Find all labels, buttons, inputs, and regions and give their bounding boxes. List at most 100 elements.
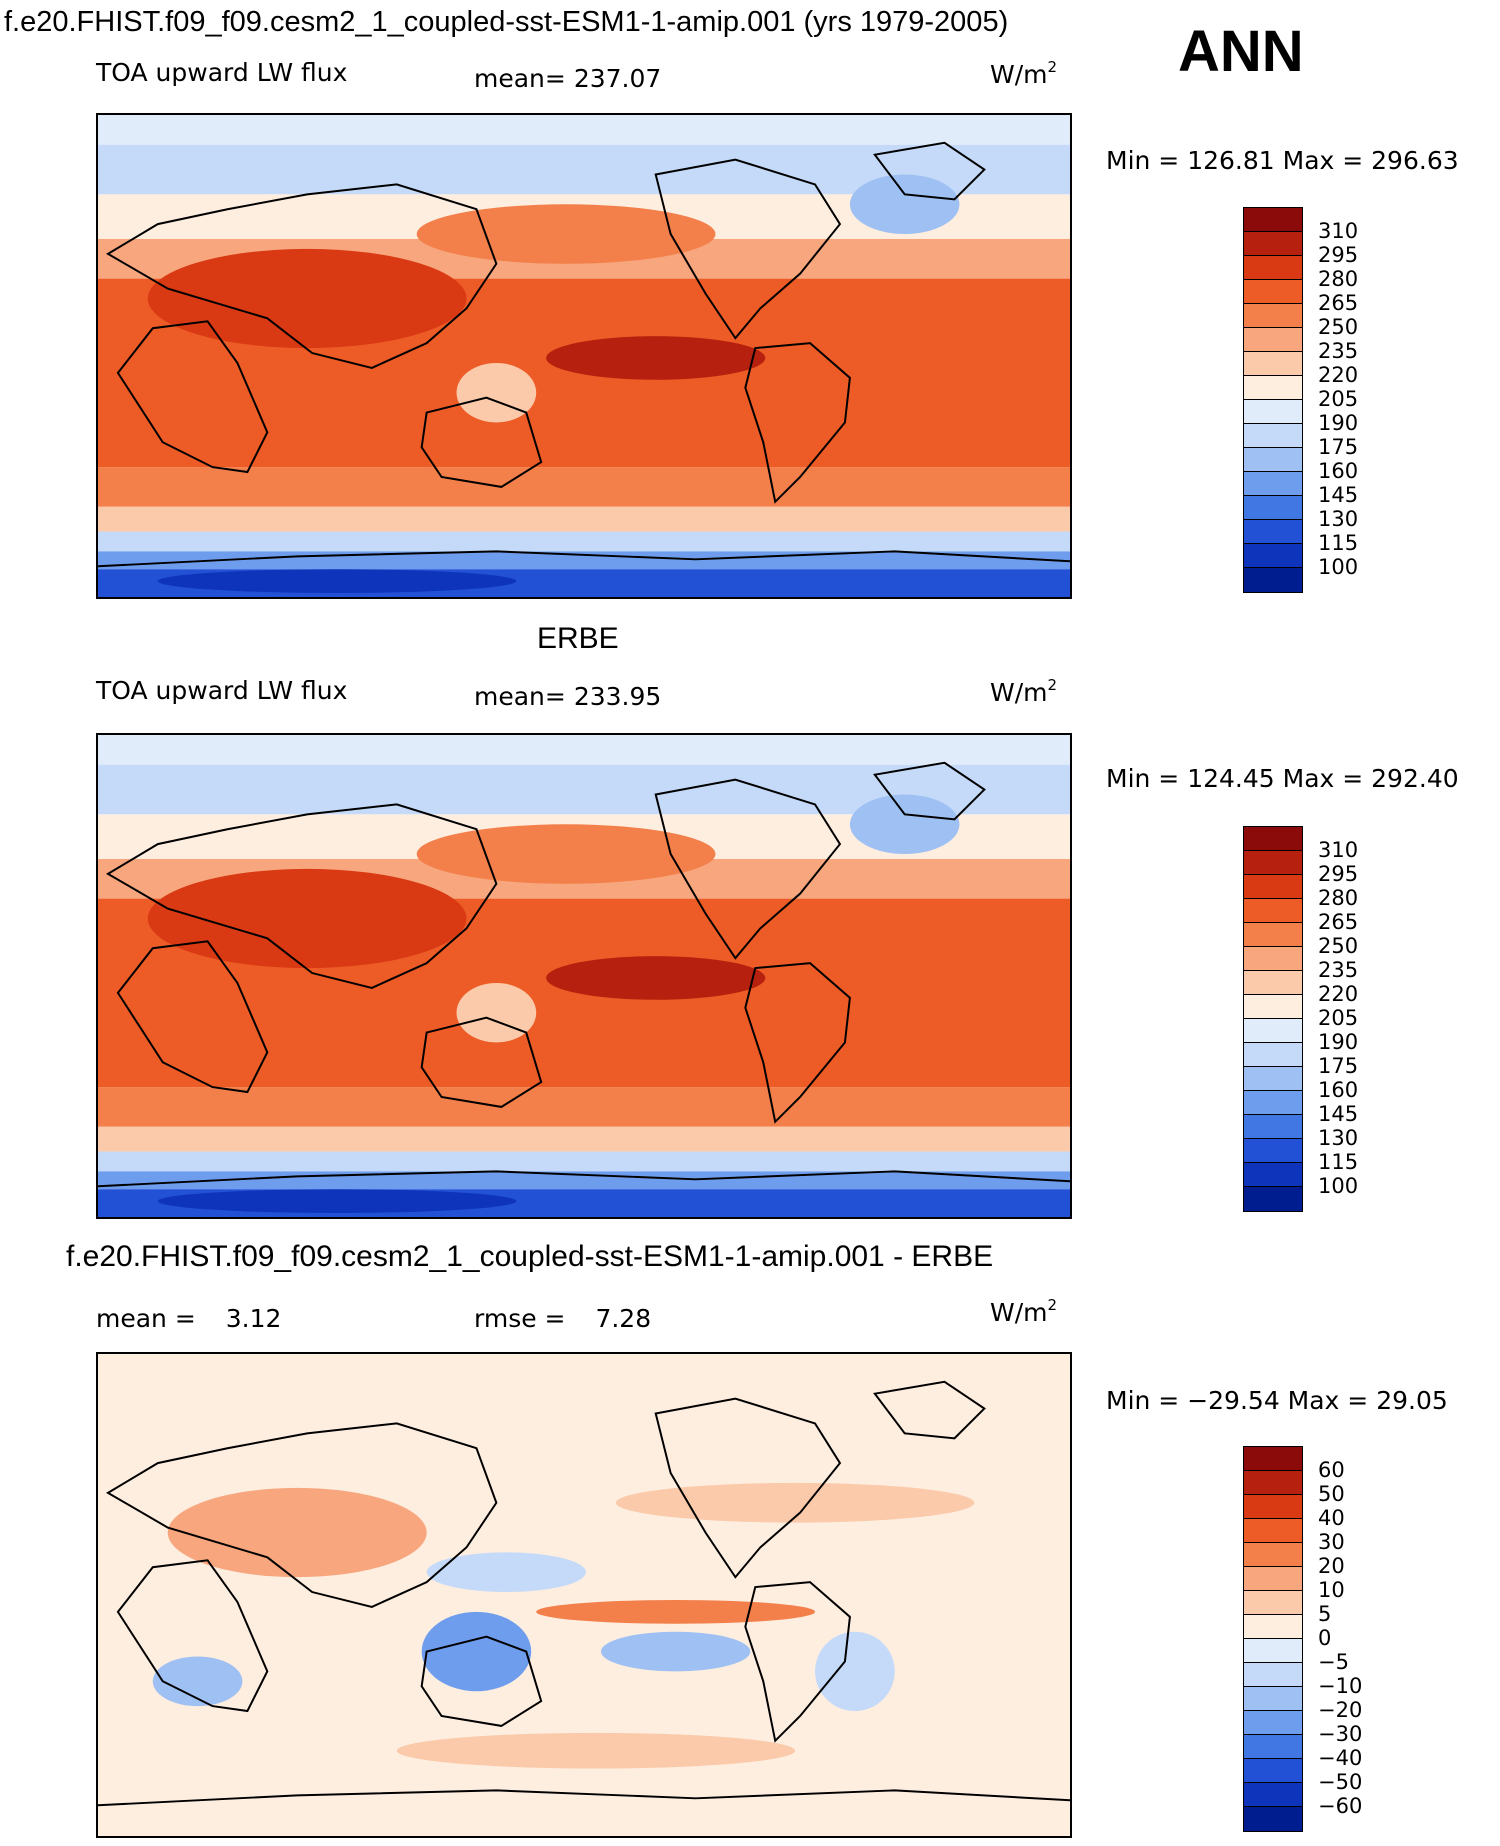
colorbar-tick-label: 100 [1318,1174,1359,1198]
panel-model-mean-label: mean= [474,64,566,93]
colorbar-swatch [1244,232,1302,256]
map-field [98,735,1070,1217]
panel-model-units-sup: 2 [1047,58,1058,76]
colorbar-swatch [1244,1163,1302,1187]
colorbar-swatch [1244,400,1302,424]
colorbar-tick-label: 250 [1318,315,1359,339]
panel-diff-units-base: W/m [990,1298,1048,1327]
panel-obs-units-base: W/m [990,678,1048,707]
colorbar-tick-label: 235 [1318,958,1359,982]
colorbar-tick-label: 280 [1318,267,1359,291]
colorbar-tick-label: −50 [1318,1770,1363,1794]
colorbar-tick-label: 160 [1318,459,1359,483]
colorbar-swatch [1244,448,1302,472]
panel-model-colorbar [1243,207,1303,593]
colorbar-swatch [1244,947,1302,971]
colorbar-swatch [1244,1711,1302,1735]
colorbar-tick-label: 160 [1318,1078,1359,1102]
colorbar-swatch [1244,304,1302,328]
panel-diff-colorbar [1243,1446,1303,1832]
colorbar-swatch [1244,971,1302,995]
colorbar-tick-label: 205 [1318,387,1359,411]
colorbar-swatch [1244,376,1302,400]
panel-diff-rmse-value: 7.28 [595,1304,652,1333]
colorbar-tick-label: 115 [1318,1150,1359,1174]
colorbar-swatch [1244,827,1302,851]
colorbar-tick-label: 60 [1318,1458,1345,1482]
colorbar-swatch [1244,1495,1302,1519]
colorbar-swatch [1244,899,1302,923]
panel-obs-map [96,733,1072,1219]
panel-diff-mean-value: 3.12 [225,1304,282,1333]
colorbar-swatch [1244,1759,1302,1783]
colorbar-swatch [1244,1807,1302,1831]
colorbar-tick-label: 130 [1318,507,1359,531]
colorbar-swatch [1244,280,1302,304]
map-field [98,115,1070,597]
colorbar-swatch [1244,1735,1302,1759]
panel-diff-rmse-label: rmse = [474,1304,566,1333]
colorbar-swatch [1244,1519,1302,1543]
panel-model-variable: TOA upward LW flux [96,58,348,87]
colorbar-tick-label: 295 [1318,243,1359,267]
colorbar-swatch [1244,208,1302,232]
colorbar-tick-label: 235 [1318,339,1359,363]
colorbar-swatch [1244,923,1302,947]
colorbar-swatch [1244,1115,1302,1139]
colorbar-tick-label: −30 [1318,1722,1363,1746]
colorbar-swatch [1244,1471,1302,1495]
panel-diff-minmax: Min = −29.54 Max = 29.05 [1106,1386,1448,1415]
colorbar-swatch [1244,1663,1302,1687]
colorbar-swatch [1244,1187,1302,1211]
panel-model-map [96,113,1072,599]
colorbar-swatch [1244,1091,1302,1115]
colorbar-tick-label: 250 [1318,934,1359,958]
colorbar-swatch [1244,520,1302,544]
panel-model-mean-value: 237.07 [573,64,662,93]
colorbar-tick-label: 205 [1318,1006,1359,1030]
panel-obs-title: ERBE [537,622,619,655]
panel-obs-units-sup: 2 [1047,676,1058,694]
panel-diff-map [96,1352,1072,1838]
colorbar-tick-label: 0 [1318,1626,1332,1650]
panel-model-minmax: Min = 126.81 Max = 296.63 [1106,146,1459,175]
panel-obs-units: W/m2 [990,676,1057,707]
colorbar-tick-label: 115 [1318,531,1359,555]
colorbar-tick-label: −40 [1318,1746,1363,1770]
colorbar-swatch [1244,256,1302,280]
colorbar-tick-label: 20 [1318,1554,1345,1578]
colorbar-swatch [1244,1043,1302,1067]
panel-model-units-base: W/m [990,60,1048,89]
panel-diff-mean-label: mean = [96,1304,196,1333]
panel-diff-units-sup: 2 [1047,1296,1058,1314]
colorbar-tick-label: 190 [1318,411,1359,435]
panel-diff-rmse: rmse = 7.28 [474,1304,651,1333]
colorbar-swatch [1244,1447,1302,1471]
colorbar-tick-label: 175 [1318,435,1359,459]
panel-model-mean: mean= 237.07 [474,64,661,93]
colorbar-tick-label: −5 [1318,1650,1349,1674]
colorbar-tick-label: −10 [1318,1674,1363,1698]
colorbar-tick-label: 280 [1318,886,1359,910]
colorbar-tick-label: 310 [1318,838,1359,862]
panel-obs-mean-label: mean= [474,682,566,711]
colorbar-tick-label: 145 [1318,1102,1359,1126]
colorbar-swatch [1244,352,1302,376]
colorbar-swatch [1244,1139,1302,1163]
colorbar-swatch [1244,424,1302,448]
colorbar-swatch [1244,1543,1302,1567]
colorbar-swatch [1244,995,1302,1019]
season-label: ANN [1178,19,1304,84]
colorbar-swatch [1244,1591,1302,1615]
figure-title: f.e20.FHIST.f09_f09.cesm2_1_coupled-sst-… [4,6,1009,38]
colorbar-swatch [1244,568,1302,592]
colorbar-tick-label: −60 [1318,1794,1363,1818]
colorbar-tick-label: 10 [1318,1578,1345,1602]
colorbar-tick-label: 220 [1318,982,1359,1006]
colorbar-swatch [1244,496,1302,520]
colorbar-tick-label: 220 [1318,363,1359,387]
panel-obs-colorbar [1243,826,1303,1212]
panel-obs-mean: mean= 233.95 [474,682,661,711]
colorbar-tick-label: 5 [1318,1602,1332,1626]
panel-diff-units: W/m2 [990,1296,1057,1327]
